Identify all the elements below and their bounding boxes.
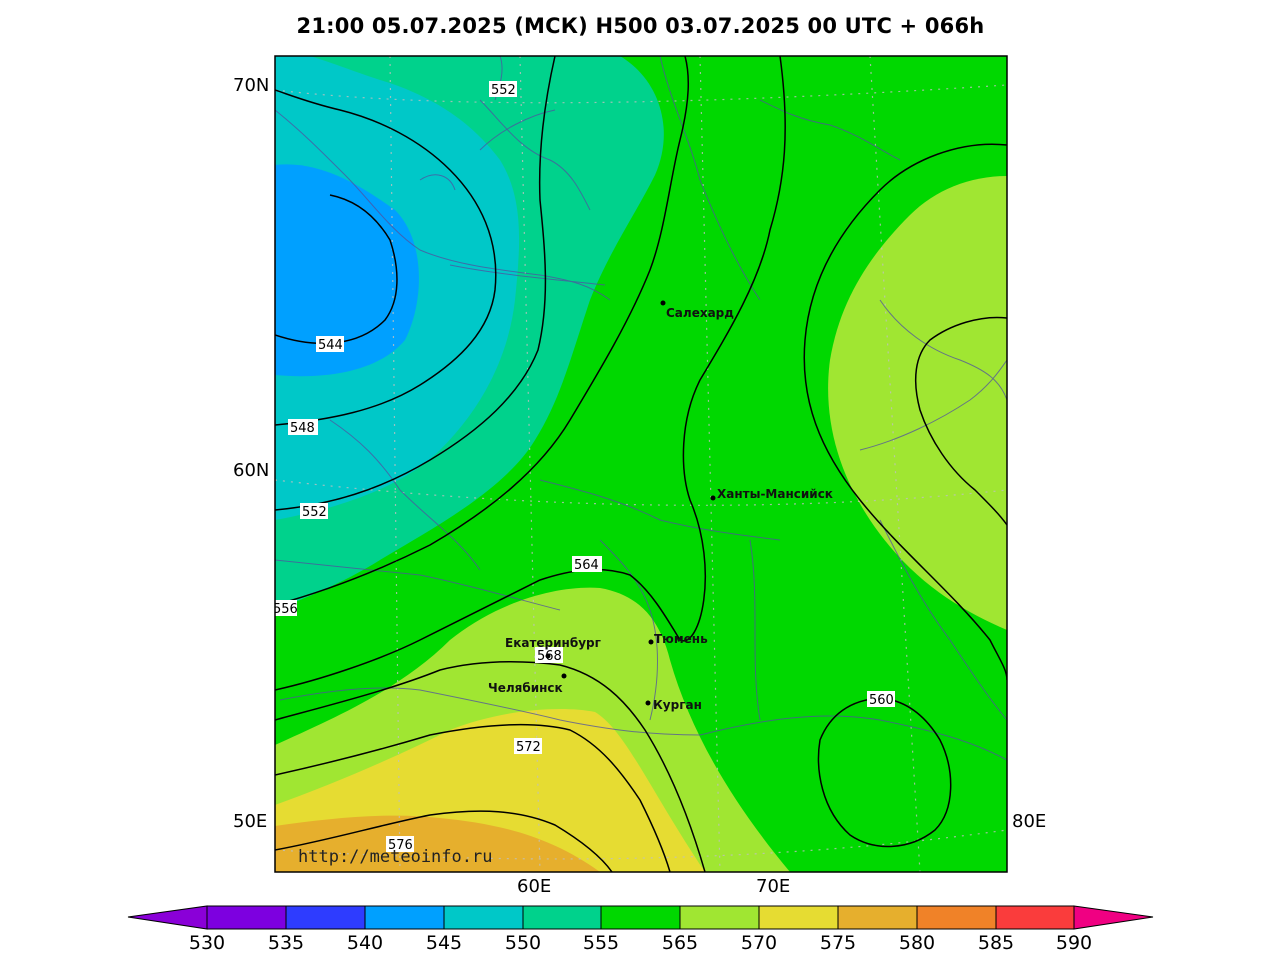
borders	[275, 56, 1007, 761]
watermark: http://meteoinfo.ru	[298, 847, 492, 867]
colorbar-swatch	[285, 905, 366, 930]
colorbar-label: 585	[978, 932, 1014, 954]
colorbar-label: 540	[347, 932, 383, 954]
colorbar-label: 575	[820, 932, 856, 954]
colorbar-label: 580	[899, 932, 935, 954]
city-label: Курган	[653, 698, 702, 712]
lon-label-70e: 70E	[756, 876, 790, 897]
city-dot	[561, 673, 567, 679]
colorbar-swatch	[916, 905, 997, 930]
contours	[275, 56, 1007, 872]
map-frame	[274, 55, 1008, 873]
contour-label: 552	[491, 83, 516, 98]
colorbar-label: 570	[741, 932, 777, 954]
city-label: Екатеринбург	[505, 636, 601, 650]
colorbar-swatch	[206, 905, 287, 930]
contour-label: 548	[290, 421, 315, 436]
map-title: 21:00 05.07.2025 (МСК) H500 03.07.2025 0…	[296, 14, 985, 38]
colorbar-swatch	[522, 905, 602, 930]
city-dot	[660, 300, 666, 306]
colorbar-swatch	[443, 905, 524, 930]
city-dot	[645, 700, 651, 706]
colorbar-left-arrow	[127, 905, 208, 930]
contour-label: 572	[516, 740, 541, 755]
colorbar-label: 550	[505, 932, 541, 954]
lon-label-60e: 60E	[517, 876, 551, 897]
city-dot	[648, 639, 654, 645]
colorbar: 530 535 540 545 550 555 565 570 575 580 …	[127, 905, 1154, 954]
colorbar-swatch	[837, 905, 918, 930]
contour-label: 552	[302, 505, 327, 520]
city-label: Ханты-Мансийск	[717, 487, 833, 501]
city-markers: Салехард Ханты-Мансийск Екатеринбург Тюм…	[488, 300, 833, 712]
contour-label: 556	[273, 602, 298, 617]
city-dot	[545, 653, 551, 659]
colorbar-label: 565	[662, 932, 698, 954]
colorbar-swatch	[600, 905, 681, 930]
lat-label-70n: 70N	[233, 75, 269, 96]
colorbar-label: 555	[583, 932, 619, 954]
contour-label: 564	[574, 558, 599, 573]
lon-label-80e: 80E	[1012, 811, 1046, 832]
colorbar-swatch	[758, 905, 839, 930]
city-label: Тюмень	[654, 632, 708, 646]
contour-label-group: 552 544 548 552 556 564 568 572 576 560	[273, 81, 895, 853]
city-dot	[710, 495, 716, 501]
city-label: Челябинск	[488, 681, 563, 695]
colorbar-swatch	[995, 905, 1075, 930]
city-label: Салехард	[666, 306, 734, 320]
colorbar-swatch	[679, 905, 760, 930]
contour-label: 576	[388, 838, 413, 853]
colorbar-label: 535	[268, 932, 304, 954]
colorbar-label: 545	[426, 932, 462, 954]
lat-label-50e: 50E	[233, 811, 267, 832]
fill-575-580	[275, 815, 600, 872]
lat-label-60n: 60N	[233, 460, 269, 481]
colorbar-swatch	[364, 905, 445, 930]
map-fill-layer: 552 544 548 552 556 564 568 572 576 560 …	[273, 56, 1007, 872]
colorbar-label: 530	[189, 932, 225, 954]
colorbar-label: 590	[1056, 932, 1092, 954]
contour-label: 544	[318, 338, 343, 353]
contour-label: 560	[869, 693, 894, 708]
colorbar-right-arrow	[1073, 905, 1154, 930]
